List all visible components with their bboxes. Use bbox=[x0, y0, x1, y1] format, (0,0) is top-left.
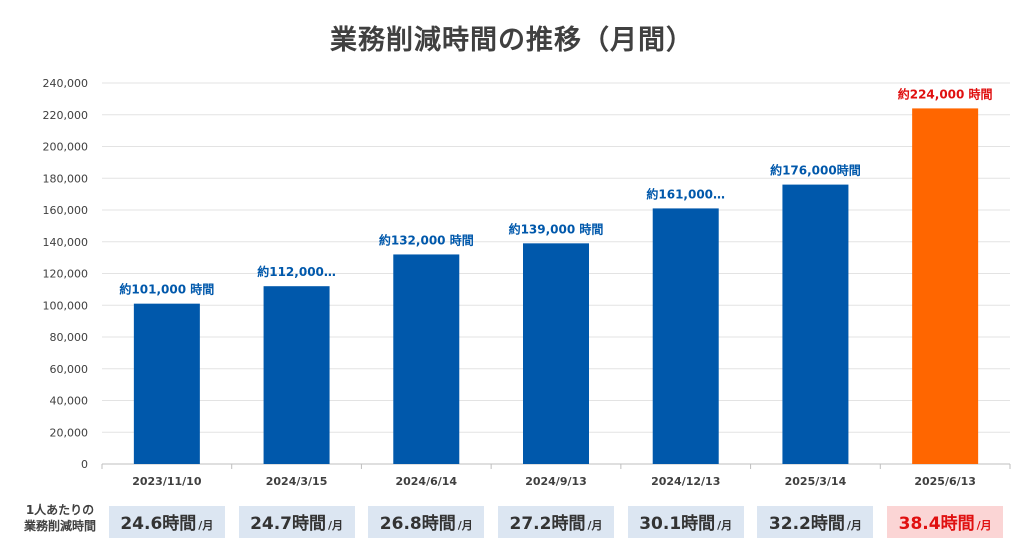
chart-title: 業務削減時間の推移（月間） bbox=[330, 25, 694, 56]
data-label: 約112,000… bbox=[257, 264, 336, 279]
bar bbox=[652, 208, 719, 464]
per-person-unit: /月 bbox=[457, 519, 473, 532]
per-person-unit: /月 bbox=[587, 519, 603, 532]
bar bbox=[263, 286, 330, 464]
data-label: 約161,000… bbox=[646, 186, 725, 201]
y-tick-label: 200,000 bbox=[43, 141, 89, 154]
per-person-unit: /月 bbox=[976, 519, 992, 532]
y-tick-label: 60,000 bbox=[50, 363, 89, 376]
y-tick-label: 140,000 bbox=[43, 236, 89, 249]
per-person-value: 27.2時間 bbox=[509, 514, 586, 534]
bar bbox=[393, 254, 460, 464]
per-person-value-box: 26.8時間/月 bbox=[368, 506, 485, 538]
bar bbox=[133, 303, 200, 464]
per-person-value-box: 32.2時間/月 bbox=[757, 506, 874, 538]
per-person-value: 26.8時間 bbox=[379, 514, 456, 534]
per-person-label-line2: 業務削減時間 bbox=[23, 519, 96, 533]
per-person-unit: /月 bbox=[198, 519, 214, 532]
x-tick-label: 2023/11/10 bbox=[132, 475, 202, 488]
per-person-label: 1人あたりの 業務削減時間 bbox=[10, 502, 110, 534]
per-person-value-box: 30.1時間/月 bbox=[627, 506, 744, 538]
data-label: 約101,000 時間 bbox=[119, 282, 214, 297]
bar bbox=[782, 184, 849, 464]
y-tick-label: 100,000 bbox=[43, 299, 89, 312]
y-tick-label: 80,000 bbox=[50, 331, 89, 344]
per-person-label-line1: 1人あたりの bbox=[25, 503, 95, 517]
per-person-value-box: 38.4時間/月 bbox=[887, 506, 1004, 538]
y-tick-label: 220,000 bbox=[43, 109, 89, 122]
bar-chart: 0 20,000 40,000 60,000 80,000 100,000 120,000 1… bbox=[43, 77, 1011, 488]
per-person-unit: /月 bbox=[717, 519, 733, 532]
x-tick-label: 2024/9/13 bbox=[525, 475, 587, 488]
data-label: 約176,000時間 bbox=[770, 163, 861, 178]
y-tick-label: 40,000 bbox=[50, 395, 89, 408]
x-tick-label: 2024/3/15 bbox=[266, 475, 328, 488]
data-label: 約139,000 時間 bbox=[509, 221, 604, 236]
per-person-value-box: 27.2時間/月 bbox=[498, 506, 614, 538]
per-person-unit: /月 bbox=[846, 519, 862, 532]
data-label: 約224,000 時間 bbox=[898, 86, 993, 101]
per-person-value: 32.2時間 bbox=[768, 514, 845, 534]
x-tick-label: 2025/3/14 bbox=[785, 475, 847, 488]
bar bbox=[523, 243, 589, 464]
per-person-value: 38.4時間 bbox=[898, 514, 975, 534]
x-tick-label: 2024/6/14 bbox=[395, 475, 457, 488]
per-person-value-box: 24.6時間/月 bbox=[108, 506, 225, 538]
bar bbox=[912, 108, 979, 465]
per-person-value: 24.7時間 bbox=[250, 514, 327, 534]
y-tick-label: 0 bbox=[81, 458, 88, 471]
data-label: 約132,000 時間 bbox=[379, 232, 474, 247]
per-person-value-box: 24.7時間/月 bbox=[238, 506, 355, 538]
per-person-value: 24.6時間 bbox=[120, 514, 197, 534]
y-tick-label: 160,000 bbox=[43, 204, 89, 217]
y-tick-label: 120,000 bbox=[43, 268, 89, 281]
per-person-unit: /月 bbox=[328, 519, 344, 532]
y-tick-label: 20,000 bbox=[50, 426, 89, 439]
per-person-value: 30.1時間 bbox=[639, 514, 716, 534]
x-tick-label: 2024/12/13 bbox=[651, 475, 720, 488]
x-tick-label: 2025/6/13 bbox=[914, 475, 976, 488]
y-tick-label: 180,000 bbox=[43, 172, 89, 185]
y-tick-label: 240,000 bbox=[43, 77, 89, 90]
